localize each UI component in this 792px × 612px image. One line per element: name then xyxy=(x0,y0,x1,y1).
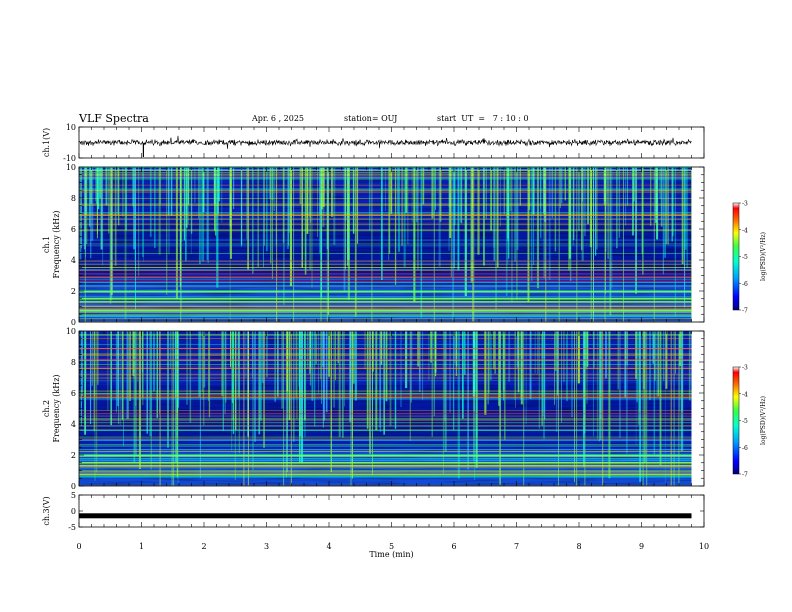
x-tick-label: 1 xyxy=(139,542,144,551)
ch1-ylabel: Frequency (kHz) xyxy=(52,210,61,278)
colorbar-tick-label: -5 xyxy=(742,418,748,425)
y-tick-label: 0 xyxy=(71,318,76,327)
x-tick-label: 4 xyxy=(326,542,331,551)
colorbar-tick-label: -6 xyxy=(742,445,748,452)
x-axis-label: Time (min) xyxy=(369,550,413,559)
y-tick-label: 8 xyxy=(71,358,76,367)
ch1-channel-label: ch.1 xyxy=(42,236,51,253)
x-tick-label: 6 xyxy=(451,542,456,551)
ch2-channel-label: ch.2 xyxy=(42,400,51,417)
x-tick-label: 7 xyxy=(514,542,519,551)
colorbar-tick-label: -4 xyxy=(742,391,748,398)
y-tick-label: 2 xyxy=(71,287,76,296)
y-tick-label: 4 xyxy=(71,256,76,265)
y-tick-label: 4 xyxy=(71,420,76,429)
colorbar-tick-label: -4 xyxy=(742,227,748,234)
y-tick-label: -5 xyxy=(68,523,76,532)
start-time-label: start UT = 7 : 10 : 0 xyxy=(437,114,529,123)
y-tick-label: 5 xyxy=(71,491,76,500)
ch2-colorbar xyxy=(732,366,740,475)
y-tick-label: 10 xyxy=(66,163,76,172)
y-tick-label: -10 xyxy=(63,154,76,163)
y-tick-label: 8 xyxy=(71,194,76,203)
ch3-waveform-trace xyxy=(79,513,692,519)
ch2-ylabel: Frequency (kHz) xyxy=(52,374,61,442)
ch1-colorbar xyxy=(732,202,740,311)
colorbar-tick-label: -6 xyxy=(742,281,748,288)
ch3-ylabel: ch.3(V) xyxy=(42,496,51,525)
colorbar-tick-label: -7 xyxy=(742,308,748,315)
ch1-waveform-trace xyxy=(78,135,692,149)
colorbar-tick-label: -3 xyxy=(742,201,748,208)
x-tick-label: 2 xyxy=(201,542,206,551)
ch2-spectrogram-image xyxy=(79,331,692,486)
y-tick-label: 10 xyxy=(66,327,76,336)
station-label: station= OUJ xyxy=(344,114,398,123)
y-tick-label: 6 xyxy=(71,389,76,398)
ch2-colorbar-label: log(PSD)(V²/Hz) xyxy=(760,396,767,445)
ch1-ylabel: ch.1(V) xyxy=(42,128,51,157)
y-tick-label: 6 xyxy=(71,225,76,234)
ch1-spectrogram-image xyxy=(79,167,692,323)
x-tick-label: 8 xyxy=(576,542,581,551)
y-tick-label: 10 xyxy=(66,123,76,132)
colorbar-tick-label: -7 xyxy=(742,472,748,479)
x-tick-label: 9 xyxy=(639,542,644,551)
date-label: Apr. 6 , 2025 xyxy=(252,114,305,123)
x-tick-label: 3 xyxy=(264,542,269,551)
y-tick-label: 2 xyxy=(71,451,76,460)
figure-title: VLF Spectra xyxy=(79,112,149,125)
x-tick-label: 5 xyxy=(389,542,394,551)
x-tick-label: 0 xyxy=(76,542,81,551)
y-tick-label: 0 xyxy=(71,482,76,491)
x-tick-label: 10 xyxy=(699,542,709,551)
colorbar-tick-label: -3 xyxy=(742,365,748,372)
ch1-colorbar-label: log(PSD)(V²/Hz) xyxy=(760,232,767,281)
y-tick-label: 0 xyxy=(71,507,76,516)
colorbar-tick-label: -5 xyxy=(742,254,748,261)
